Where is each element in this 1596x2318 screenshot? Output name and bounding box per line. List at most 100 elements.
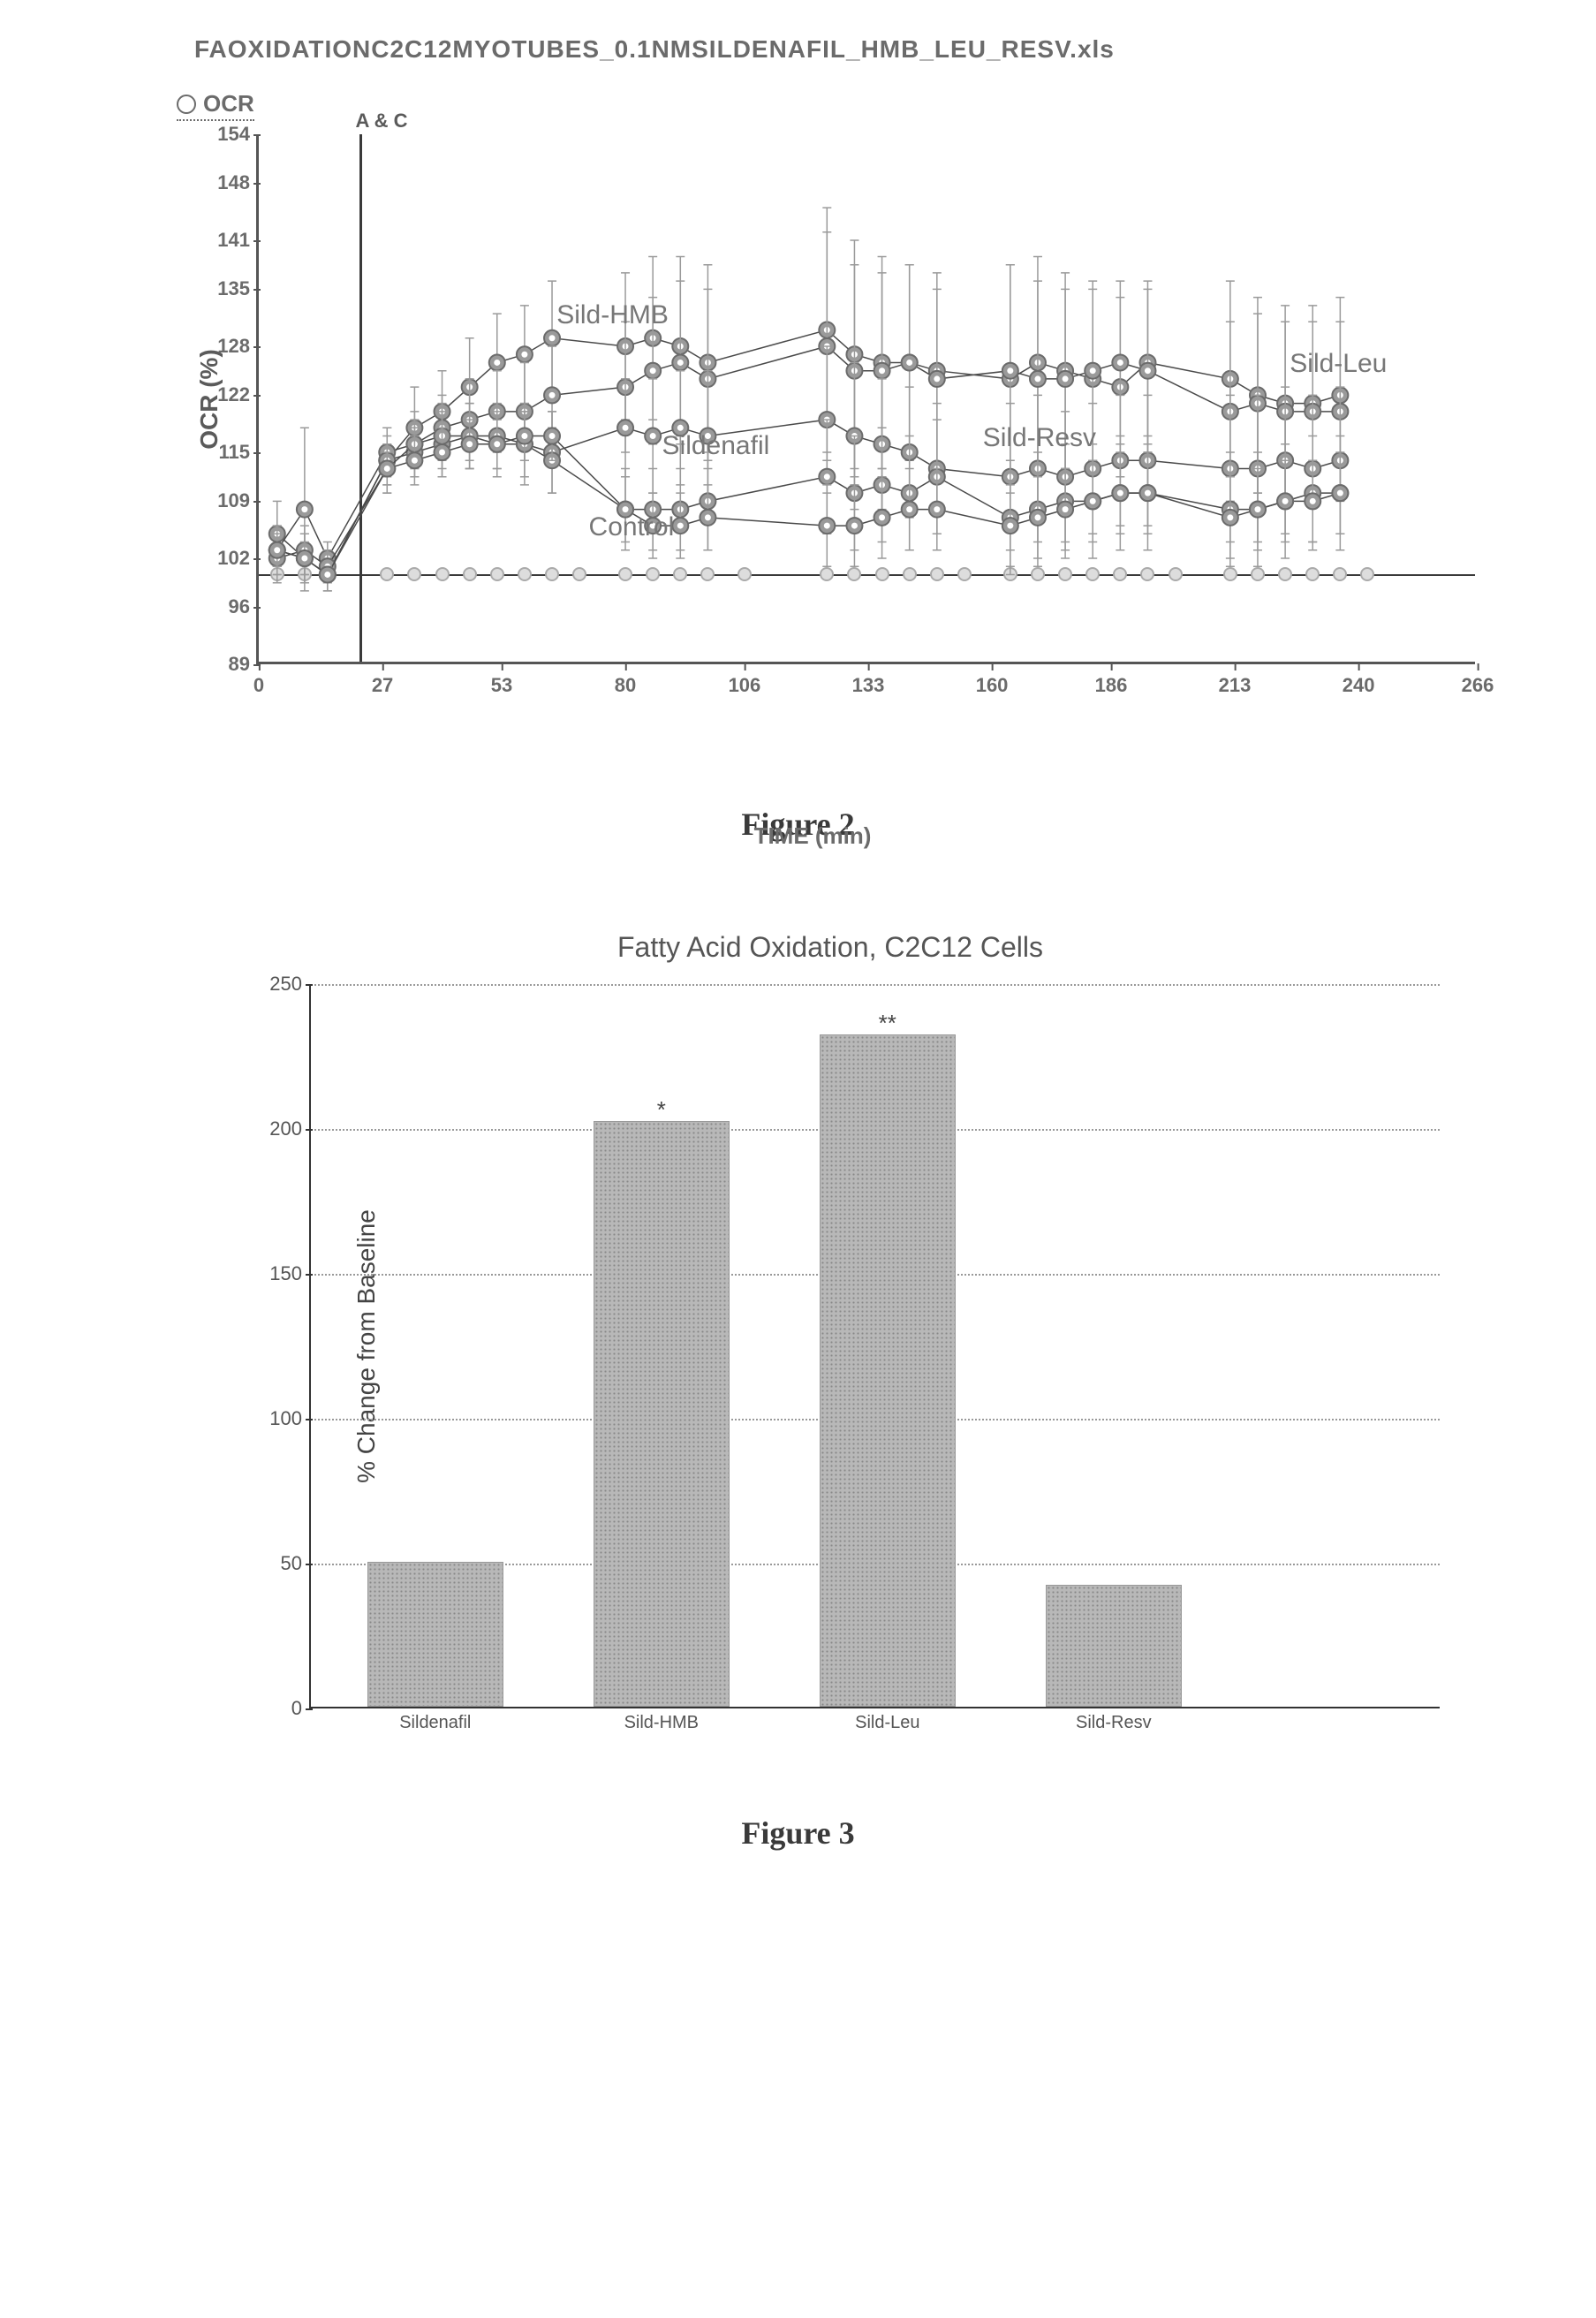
fig2-ytick: 148: [197, 171, 250, 194]
fig2-marker-inner: [494, 360, 500, 366]
fig2-ytick: 128: [197, 335, 250, 358]
fig3-xtick: Sild-HMB: [624, 1713, 699, 1733]
fig2-marker-inner: [274, 547, 280, 553]
fig3-ytick: 250: [262, 973, 302, 996]
fig3-caption: Figure 3: [35, 1814, 1561, 1852]
fig2-xtick: 266: [1462, 674, 1494, 697]
fig2-svg: [259, 134, 1478, 664]
fig3-ytick: 0: [262, 1697, 302, 1720]
fig2-marker-inner: [906, 506, 912, 512]
fig3-ytick: 200: [262, 1117, 302, 1140]
fig3-bar: [1046, 1585, 1182, 1707]
fig2-xtick: 0: [253, 674, 264, 697]
fig2-series-label: Sild-Resv: [983, 423, 1096, 453]
circle-marker-icon: [177, 95, 196, 114]
fig2-series-label: Sild-Leu: [1290, 349, 1387, 379]
fig2-marker-inner: [1145, 367, 1151, 374]
fig2-series-label: Sildenafil: [662, 431, 770, 461]
fig3-xtick: Sild-Resv: [1076, 1713, 1152, 1733]
fig2-marker-inner: [677, 425, 684, 431]
fig3-ytick: 100: [262, 1407, 302, 1430]
legend-ocr-label: OCR: [203, 90, 254, 117]
figure-2: OCR OCR (%) 8996102109115122128135141148…: [106, 90, 1519, 779]
fig2-marker-inner: [1254, 506, 1260, 512]
fig2-marker-inner: [1007, 523, 1013, 529]
page-title: FAOXIDATIONC2C12MYOTUBES_0.1NMSILDENAFIL…: [194, 35, 1561, 64]
fig2-marker-inner: [412, 458, 418, 464]
fig2-series-label: Control: [589, 512, 675, 542]
fig2-marker-inner: [549, 433, 556, 439]
fig2-xtick: 186: [1095, 674, 1128, 697]
fig2-marker-inner: [384, 466, 390, 472]
fig2-marker-inner: [521, 352, 527, 358]
fig2-marker-inner: [879, 514, 885, 520]
fig3-xtick: Sild-Leu: [855, 1713, 919, 1733]
fig3-ytick: 150: [262, 1262, 302, 1285]
legend-ocr: OCR: [177, 90, 254, 121]
fig2-marker-inner: [824, 523, 830, 529]
fig2-xtick: 53: [491, 674, 512, 697]
fig2-xtick: 27: [372, 674, 393, 697]
fig2-ytick: 141: [197, 229, 250, 252]
fig2-marker-inner: [851, 523, 858, 529]
fig2-marker-inner: [906, 360, 912, 366]
fig2-marker-inner: [824, 473, 830, 480]
fig3-ytick: 50: [262, 1552, 302, 1575]
fig2-marker-inner: [1063, 375, 1069, 382]
fig2-marker-inner: [1310, 498, 1316, 504]
fig2-ytick: 115: [197, 441, 250, 464]
fig3-bar: [367, 1562, 503, 1707]
fig2-marker-inner: [301, 556, 307, 562]
fig2-marker-inner: [1282, 498, 1289, 504]
fig2-marker-inner: [466, 441, 473, 447]
fig2-vline-label: A & C: [355, 110, 407, 133]
fig2-marker-inner: [439, 450, 445, 456]
fig2-marker-inner: [1007, 367, 1013, 374]
fig3-significance: *: [657, 1096, 666, 1124]
fig2-marker-inner: [677, 360, 684, 366]
fig2-marker-inner: [1034, 375, 1040, 382]
fig2-xtick: 80: [615, 674, 636, 697]
fig2-marker-inner: [549, 392, 556, 398]
fig2-marker-inner: [879, 367, 885, 374]
fig2-xlabel: TIME (min): [754, 822, 872, 850]
fig3-plot-area: 050100150200250SildenafilSild-HMB*Sild-L…: [309, 984, 1440, 1708]
fig2-series-label: Sild-HMB: [556, 300, 669, 330]
fig3-bar: [820, 1034, 956, 1707]
fig2-marker-inner: [1090, 367, 1096, 374]
fig3-bar: [594, 1121, 730, 1707]
fig2-marker-inner: [549, 335, 556, 341]
fig3-xtick: Sildenafil: [399, 1713, 471, 1733]
fig2-xtick: 160: [976, 674, 1009, 697]
fig2-marker-inner: [1337, 490, 1343, 496]
fig2-marker-inner: [934, 506, 940, 512]
fig2-marker-inner: [650, 367, 656, 374]
fig3-gridline: [311, 984, 1440, 986]
fig2-marker-inner: [934, 375, 940, 382]
fig2-xtick: 106: [729, 674, 761, 697]
fig2-marker-inner: [1034, 514, 1040, 520]
fig2-ytick: 154: [197, 123, 250, 146]
fig2-marker-inner: [494, 441, 500, 447]
fig3-significance: **: [879, 1010, 896, 1037]
fig2-marker-inner: [1117, 360, 1123, 366]
fig2-marker-inner: [705, 514, 711, 520]
fig2-ytick: 102: [197, 547, 250, 570]
fig2-marker-inner: [677, 523, 684, 529]
fig2-marker-inner: [623, 506, 629, 512]
fig2-marker-inner: [1063, 506, 1069, 512]
fig2-ytick: 135: [197, 277, 250, 300]
fig3-title: Fatty Acid Oxidation, C2C12 Cells: [168, 931, 1493, 964]
figure-3: Fatty Acid Oxidation, C2C12 Cells % Chan…: [168, 931, 1493, 1797]
fig2-xtick: 240: [1343, 674, 1375, 697]
fig2-xtick: 213: [1219, 674, 1252, 697]
fig2-ytick: 122: [197, 383, 250, 406]
fig2-plot-area: 8996102109115122128135141148154027538010…: [256, 134, 1475, 664]
fig2-marker-inner: [521, 433, 527, 439]
fig2-xtick: 133: [852, 674, 885, 697]
fig2-marker-inner: [1090, 498, 1096, 504]
fig2-ytick: 109: [197, 489, 250, 512]
fig2-marker-inner: [324, 572, 330, 578]
fig2-marker-inner: [1145, 490, 1151, 496]
fig2-ytick: 89: [197, 653, 250, 676]
